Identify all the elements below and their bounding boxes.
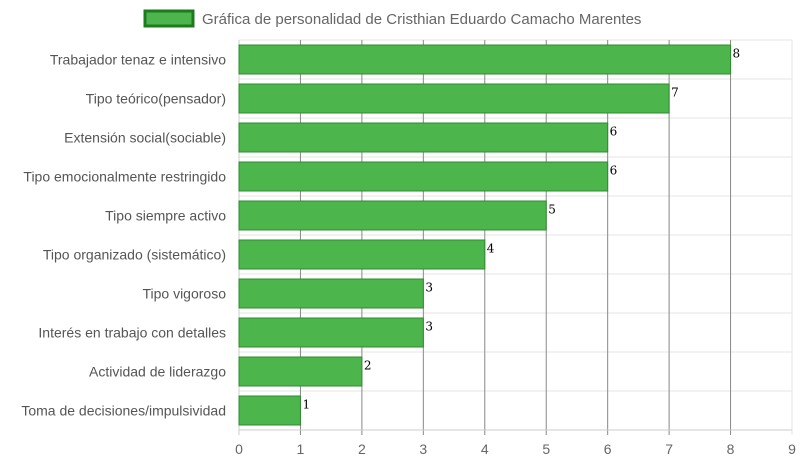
data-label: 5 [548, 203, 556, 217]
bar[interactable] [238, 122, 609, 153]
category-label: Tipo teórico(pensador) [86, 91, 226, 107]
category-label: Tipo organizado (sistemático) [43, 247, 226, 263]
category-label: Actividad de liderazgo [89, 364, 226, 380]
data-labels: 8 7 6 6 5 4 3 3 2 1 [302, 47, 740, 412]
data-label: 8 [733, 47, 741, 61]
bar[interactable] [238, 200, 547, 231]
category-label: Tipo siempre activo [105, 208, 226, 224]
bar[interactable] [238, 356, 363, 387]
category-label: Tipo emocionalmente restringido [23, 169, 226, 185]
data-label: 6 [610, 164, 618, 178]
x-tick-label: 2 [358, 441, 366, 457]
bar[interactable] [238, 239, 486, 270]
data-label: 1 [302, 398, 310, 412]
bar[interactable] [238, 44, 732, 75]
legend-label: Gráfica de personalidad de Cristhian Edu… [202, 11, 641, 28]
bar[interactable] [238, 317, 424, 348]
x-tick-label: 8 [727, 441, 735, 457]
x-tick-label: 0 [235, 441, 243, 457]
x-tick-label: 7 [665, 441, 673, 457]
data-label: 3 [425, 320, 433, 334]
x-tick-label: 9 [788, 441, 796, 457]
x-tick-label: 5 [542, 441, 550, 457]
bar[interactable] [238, 161, 609, 192]
category-label: Extensión social(sociable) [64, 130, 226, 146]
legend[interactable]: Gráfica de personalidad de Cristhian Edu… [143, 9, 641, 28]
x-tick-label: 4 [481, 441, 489, 457]
data-label: 4 [487, 242, 495, 256]
legend-swatch [143, 9, 195, 28]
x-tick-label: 6 [604, 441, 612, 457]
category-label: Trabajador tenaz e intensivo [50, 52, 226, 68]
data-label: 6 [610, 125, 618, 139]
x-axis-ticks: 0 1 2 3 4 5 6 7 8 9 [235, 441, 796, 457]
category-label: Toma de decisiones/impulsividad [21, 403, 226, 419]
data-label: 7 [671, 86, 679, 100]
category-label: Tipo vigoroso [142, 286, 226, 302]
bar[interactable] [238, 395, 301, 426]
data-label: 2 [364, 359, 372, 373]
category-label: Interés en trabajo con detalles [38, 325, 226, 341]
bar[interactable] [238, 83, 670, 114]
x-tick-label: 3 [419, 441, 427, 457]
data-label: 3 [425, 281, 433, 295]
bars [238, 44, 732, 426]
x-tick-label: 1 [297, 441, 305, 457]
category-labels: Trabajador tenaz e intensivo Tipo teórico… [21, 52, 226, 419]
bar[interactable] [238, 278, 424, 309]
